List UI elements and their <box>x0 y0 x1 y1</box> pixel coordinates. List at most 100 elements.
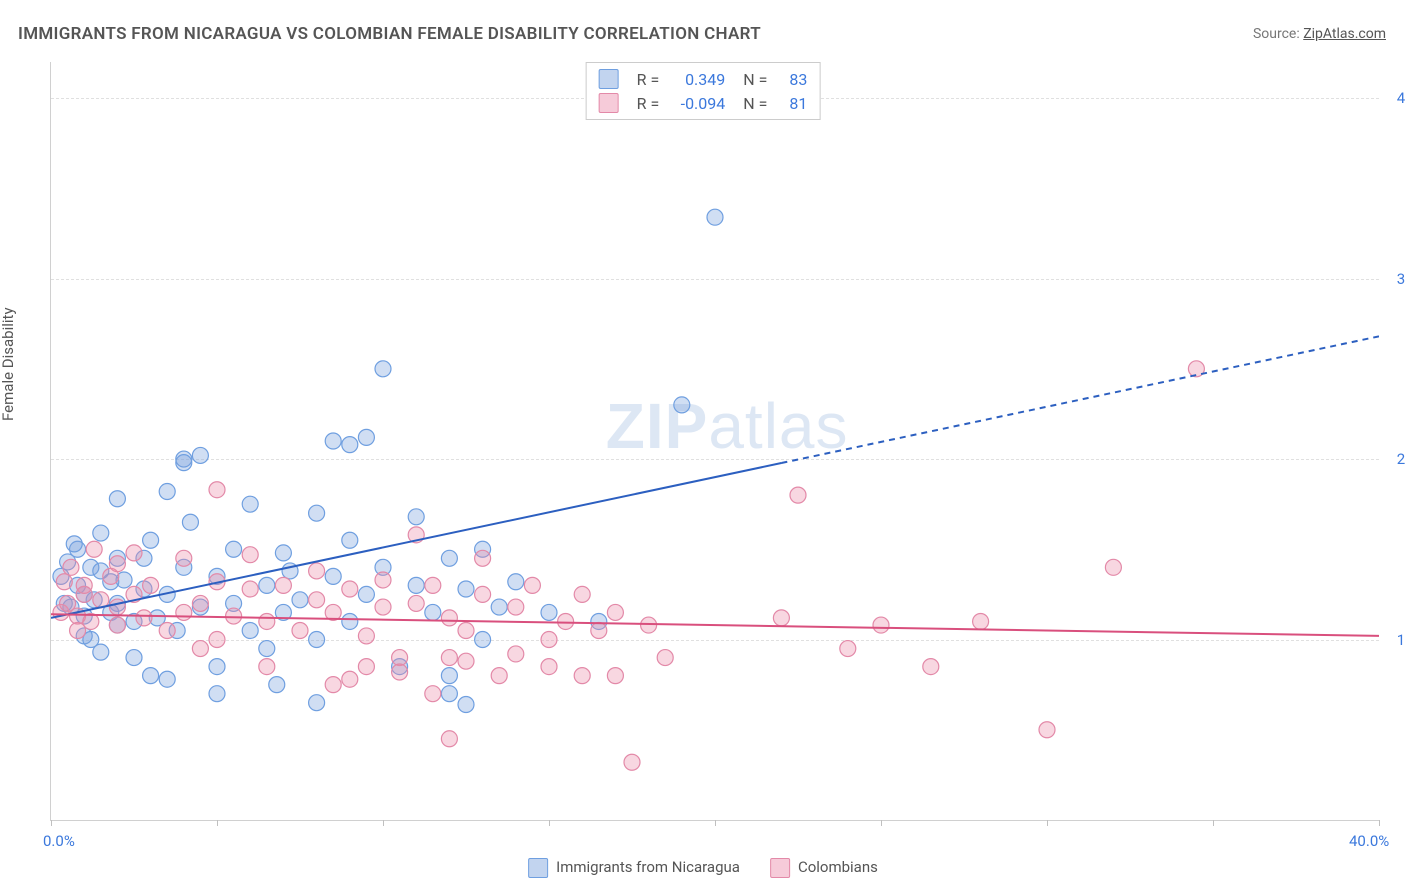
data-point <box>275 577 291 593</box>
data-point <box>773 610 789 626</box>
data-point <box>392 650 408 666</box>
data-point <box>226 541 242 557</box>
data-point <box>209 482 225 498</box>
x-tick <box>715 820 716 826</box>
data-point <box>66 536 82 552</box>
data-point <box>358 586 374 602</box>
data-point <box>358 628 374 644</box>
data-point <box>342 613 358 629</box>
data-point <box>475 550 491 566</box>
n-value-1: 83 <box>777 70 807 89</box>
data-point <box>392 664 408 680</box>
data-point <box>458 581 474 597</box>
data-point <box>242 496 258 512</box>
data-point <box>176 604 192 620</box>
legend-label: Immigrants from Nicaragua <box>556 858 740 876</box>
data-point <box>242 581 258 597</box>
data-point <box>1105 559 1121 575</box>
data-point <box>342 532 358 548</box>
data-point <box>269 677 285 693</box>
r-value-2: -0.094 <box>669 94 725 113</box>
data-point <box>342 437 358 453</box>
legend-item-colombians: Colombians <box>770 858 878 878</box>
source-attribution: Source: ZipAtlas.com <box>1253 26 1386 42</box>
data-point <box>508 599 524 615</box>
data-point <box>790 487 806 503</box>
legend-label: Colombians <box>798 858 878 876</box>
data-point <box>192 641 208 657</box>
x-tick <box>1379 820 1380 826</box>
legend-swatch-nicaragua <box>599 69 619 89</box>
data-point <box>358 659 374 675</box>
x-tick <box>1047 820 1048 826</box>
data-point <box>491 599 507 615</box>
data-point <box>375 572 391 588</box>
x-tick <box>51 820 52 826</box>
data-point <box>558 613 574 629</box>
x-tick <box>1213 820 1214 826</box>
data-point <box>76 577 92 593</box>
data-point <box>143 577 159 593</box>
data-point <box>309 632 325 648</box>
data-point <box>441 668 457 684</box>
data-point <box>1039 722 1055 738</box>
data-point <box>192 595 208 611</box>
chart-container: IMMIGRANTS FROM NICARAGUA VS COLOMBIAN F… <box>0 0 1406 892</box>
x-tick <box>881 820 882 826</box>
data-point <box>541 632 557 648</box>
source-link[interactable]: ZipAtlas.com <box>1303 26 1386 42</box>
data-point <box>458 623 474 639</box>
x-tick-label: 0.0% <box>43 832 75 850</box>
data-point <box>923 659 939 675</box>
data-point <box>408 577 424 593</box>
data-point <box>425 604 441 620</box>
regression-line-extrapolated <box>781 336 1379 463</box>
n-value-2: 81 <box>777 94 807 113</box>
data-point <box>441 610 457 626</box>
data-point <box>143 668 159 684</box>
data-point <box>574 668 590 684</box>
data-point <box>209 632 225 648</box>
r-label: R = <box>637 94 660 113</box>
data-point <box>325 433 341 449</box>
data-point <box>275 545 291 561</box>
data-point <box>458 696 474 712</box>
correlation-legend: R = 0.349 N = 83 R = -0.094 N = 81 <box>586 62 821 120</box>
y-tick-label: 40.0% <box>1383 89 1406 107</box>
x-tick <box>217 820 218 826</box>
r-value-1: 0.349 <box>669 70 725 89</box>
data-point <box>342 671 358 687</box>
data-point <box>292 592 308 608</box>
data-point <box>93 525 109 541</box>
data-point <box>624 754 640 770</box>
data-point <box>143 532 159 548</box>
data-point <box>159 484 175 500</box>
data-point <box>541 604 557 620</box>
data-point <box>109 491 125 507</box>
data-point <box>574 586 590 602</box>
data-point <box>408 509 424 525</box>
data-point <box>657 650 673 666</box>
data-point <box>309 505 325 521</box>
data-point <box>441 731 457 747</box>
data-point <box>182 514 198 530</box>
n-label: N = <box>735 94 767 113</box>
data-point <box>176 455 192 471</box>
data-point <box>109 599 125 615</box>
plot-area: ZIPatlas 10.0%20.0%30.0%40.0%0.0%40.0% <box>50 62 1379 821</box>
legend-swatch-colombians <box>599 93 619 113</box>
data-point <box>325 677 341 693</box>
data-point <box>259 659 275 675</box>
data-point <box>292 623 308 639</box>
data-point <box>209 686 225 702</box>
legend-swatch-icon <box>770 858 790 878</box>
data-point <box>425 686 441 702</box>
data-point <box>441 650 457 666</box>
data-point <box>524 577 540 593</box>
n-label: N = <box>735 70 767 89</box>
data-point <box>508 574 524 590</box>
data-point <box>126 650 142 666</box>
data-point <box>591 623 607 639</box>
data-point <box>86 541 102 557</box>
y-axis-label: Female Disability <box>0 307 17 421</box>
